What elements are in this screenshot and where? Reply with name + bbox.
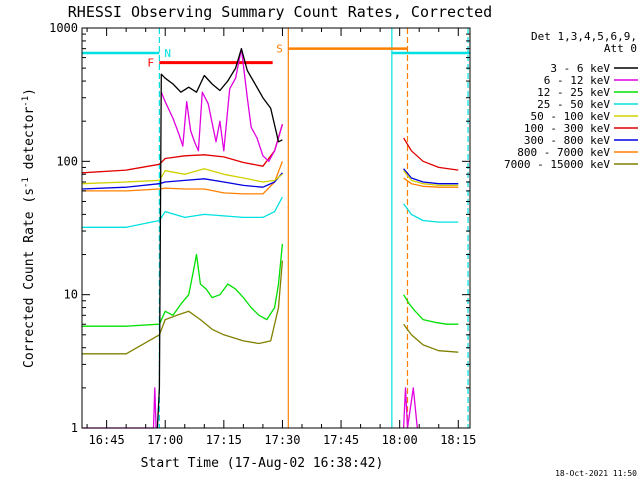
observation-annotations: N S F [82,28,470,428]
legend-label: 6 - 12 keV [544,74,611,87]
y-axis-label-sup1: -1 [21,177,31,188]
x-tick-label: 18:00 [382,433,418,447]
series-line-50-100-kev [403,170,459,187]
series-line-7000-15000-kev [403,323,459,353]
y-tick-label: 1 [71,421,78,435]
series-line-12-25-kev [403,294,459,325]
series-line-300-800-kev [81,172,283,190]
x-tick-label: 17:45 [323,433,359,447]
series-line-800-7000-kev [403,177,459,188]
x-tick-label: 16:45 [89,433,125,447]
y-axis: 1 10 100 1000 [49,21,470,435]
y-axis-label-end: ) [22,88,37,96]
legend-header-line2: Att 0 [604,42,637,55]
series-line-100-300-kev [403,137,459,171]
y-axis-label-main: Corrected Count Rate (s [22,188,37,368]
legend-header-line1: Det 1,3,4,5,6,9, [531,30,637,43]
y-axis-label-mid: detector [22,107,37,178]
flare-marker-label: F [147,57,154,70]
legend-label: 50 - 100 keV [531,110,611,123]
series-line-25-50-kev [403,203,459,223]
x-tick-label: 17:00 [147,433,183,447]
x-tick-label: 17:15 [206,433,242,447]
series-line-12-25-kev [82,243,284,327]
y-tick-label: 10 [64,288,78,302]
y-tick-label: 1000 [49,21,78,35]
x-tick-label: 17:30 [264,433,300,447]
series-line-50-100-kev [81,168,283,185]
x-axis-label: Start Time (17-Aug-02 16:38:42) [141,456,384,471]
footer-timestamp: 18-Oct-2021 11:50 [555,469,637,478]
series-line-3-6-kev [156,48,283,429]
x-tick-label: 18:15 [440,433,476,447]
night-marker-label: N [164,47,171,60]
legend-label: 300 - 800 keV [524,134,610,147]
series-line-300-800-kev [403,168,459,185]
series-layer [81,48,459,429]
saa-marker-label: S [276,43,283,56]
series-line-6-12-kev [160,48,284,162]
legend-label: 100 - 300 keV [524,122,610,135]
series-line-800-7000-kev [82,161,284,195]
y-axis-label: Corrected Count Rate (s-1 detector-1) [21,88,37,368]
chart-title: RHESSI Observing Summary Count Rates, Co… [68,3,492,21]
legend-label: 25 - 50 keV [537,98,610,111]
plot-frame [81,27,471,429]
legend-label: 3 - 6 keV [550,62,610,75]
legend-label: 800 - 7000 keV [517,146,610,159]
x-axis: 16:45 17:00 17:15 17:30 17:45 18:00 18:15 [86,28,476,447]
series-line-100-300-kev [81,124,284,174]
y-tick-label: 100 [56,154,78,168]
y-axis-label-sup2: -1 [21,96,31,107]
legend-label: 12 - 25 keV [537,86,610,99]
series-line-25-50-kev [82,196,283,228]
legend-label: 7000 - 15000 keV [504,158,610,171]
